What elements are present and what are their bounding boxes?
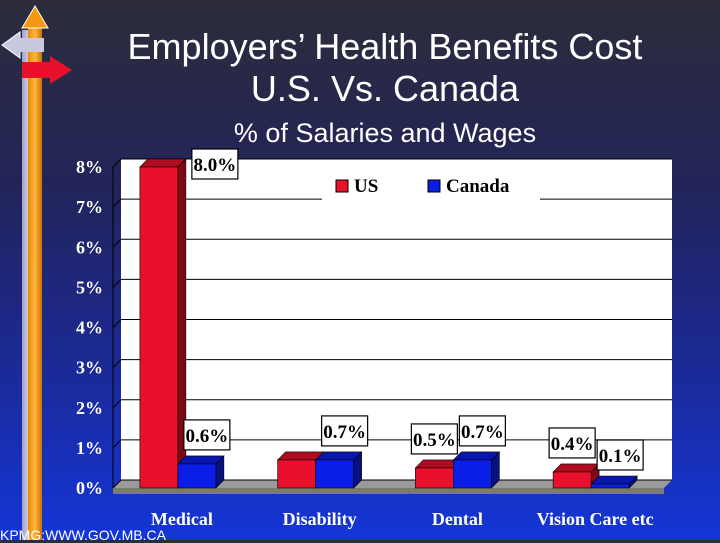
y-tick-label: 8%	[76, 157, 103, 177]
y-tick-label: 2%	[76, 398, 103, 418]
bar-canada	[315, 459, 354, 489]
data-label-box	[183, 419, 231, 451]
y-tick-label: 7%	[76, 197, 103, 217]
y-tick-label: 3%	[76, 358, 103, 378]
y-tick-label: 1%	[76, 438, 103, 458]
plot-floor-edge	[113, 488, 664, 494]
data-label-box	[458, 415, 506, 447]
gridline-diag	[112, 479, 122, 489]
bar-canada	[453, 459, 492, 489]
bar-us	[552, 471, 592, 489]
legend-swatch-canada	[427, 179, 441, 193]
gridline-diag	[112, 399, 122, 409]
gridline-diag	[112, 279, 122, 288]
bar-us	[139, 166, 179, 489]
data-label: 0.7%	[323, 422, 366, 443]
gridline-diag	[112, 319, 122, 328]
plot-floor	[113, 480, 672, 488]
y-tick-label: 6%	[76, 237, 103, 257]
data-label-box	[321, 415, 369, 447]
left-arrow-shaft	[18, 38, 44, 52]
up-arrow-icon	[21, 5, 49, 29]
title-line-2: U.S. Vs. Canada	[250, 68, 520, 109]
data-label: 0.7%	[461, 422, 504, 443]
bar-us	[277, 459, 316, 489]
gridline-diag	[112, 158, 122, 168]
source-credit: KPMG:WWW.GOV.MB.CA	[0, 527, 166, 543]
gridline-diag	[112, 359, 122, 368]
x-category-label: Disability	[283, 509, 357, 529]
legend-swatch-us	[335, 179, 349, 193]
gridline-diag	[112, 238, 122, 248]
right-arrow-icon	[50, 56, 72, 84]
slide-title: Employers’ Health Benefits Cost U.S. Vs.…	[60, 26, 710, 110]
data-label: 0.1%	[599, 446, 642, 467]
slide-subtitle: % of Salaries and Wages	[233, 118, 537, 148]
bar-canada	[177, 463, 217, 489]
y-tick-label: 4%	[76, 318, 103, 338]
legend-label: Canada	[446, 176, 510, 197]
gridline-diag	[112, 198, 122, 208]
data-label-box	[596, 439, 644, 471]
data-label-box	[410, 423, 458, 455]
bar-us	[415, 467, 454, 489]
gridline-diag	[112, 439, 122, 449]
data-label: 0.5%	[413, 430, 456, 451]
x-category-label: Vision Care etc	[537, 509, 654, 529]
logo-orange-bar	[28, 20, 42, 540]
bar-canada	[590, 483, 630, 489]
x-category-label: Dental	[432, 509, 483, 529]
data-label: 8.0%	[194, 155, 237, 176]
y-tick-label: 5%	[76, 277, 103, 297]
data-label-box	[191, 148, 239, 180]
data-label: 0.6%	[186, 426, 229, 447]
right-arrow-shaft	[22, 62, 52, 78]
x-category-label: Medical	[151, 509, 213, 529]
title-line-1: Employers’ Health Benefits Cost	[127, 26, 643, 67]
data-label: 0.4%	[551, 434, 594, 455]
y-tick-label: 0%	[76, 478, 103, 498]
legend-label: US	[354, 176, 378, 197]
data-label-box	[548, 427, 596, 459]
